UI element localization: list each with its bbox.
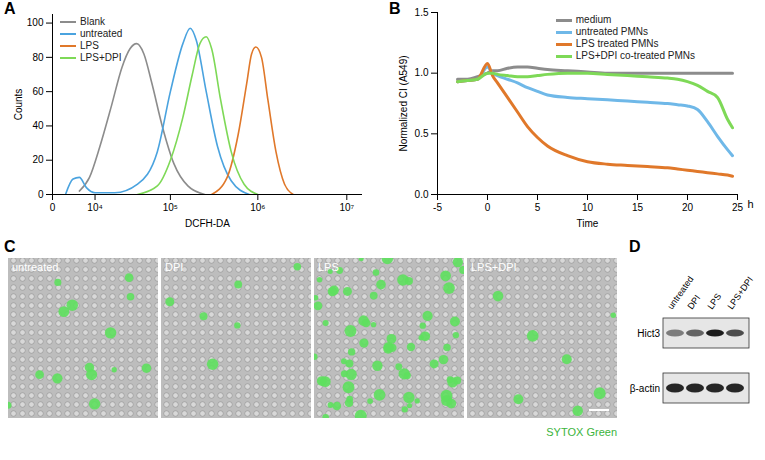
svg-text:0.0: 0.0 (415, 189, 429, 200)
html-text:medium: medium (575, 14, 612, 25)
svg-text:80: 80 (32, 52, 44, 63)
html-text:untreated PMNs: untreated PMNs (575, 26, 648, 37)
svg-text:untreated: untreated (12, 261, 58, 273)
svg-text:LPS+DPI: LPS+DPI (471, 261, 517, 273)
svg-text:10⁷: 10⁷ (339, 202, 354, 213)
html-text:LPS: LPS (80, 40, 99, 51)
svg-text:0: 0 (38, 189, 44, 200)
svg-text:Normalized CI (A549): Normalized CI (A549) (398, 55, 409, 151)
svg-text:Hict3: Hict3 (637, 328, 660, 339)
svg-text:0.5: 0.5 (415, 128, 429, 139)
svg-text:LPS: LPS (705, 291, 723, 311)
svg-text:-5: -5 (433, 202, 442, 213)
svg-text:LPS: LPS (318, 261, 339, 273)
svg-text:10⁵: 10⁵ (163, 202, 178, 213)
html-text:C: C (4, 238, 16, 255)
svg-text:10: 10 (582, 202, 594, 213)
svg-text:DPI: DPI (165, 261, 183, 273)
html-text:untreated: untreated (80, 28, 123, 39)
html-text:Blank: Blank (80, 16, 105, 27)
html-text:B: B (389, 0, 401, 17)
svg-text:20: 20 (682, 202, 694, 213)
html-text:A: A (4, 0, 16, 17)
svg-text:DPI: DPI (685, 293, 702, 311)
svg-text:10⁶: 10⁶ (250, 202, 265, 213)
svg-text:1.0: 1.0 (415, 67, 429, 78)
svg-text:15: 15 (632, 202, 644, 213)
svg-text:1.5: 1.5 (415, 7, 429, 18)
svg-text:40: 40 (32, 120, 44, 131)
svg-text:60: 60 (32, 86, 44, 97)
svg-text:Time: Time (577, 218, 599, 229)
html-text:LPS+DPI co-treated PMNs: LPS+DPI co-treated PMNs (575, 50, 695, 61)
svg-text:5: 5 (535, 202, 541, 213)
svg-text:20: 20 (32, 154, 44, 165)
svg-text:DCFH-DA: DCFH-DA (185, 218, 230, 229)
svg-text:β-actin: β-actin (630, 383, 660, 394)
svg-text:10⁴: 10⁴ (87, 202, 102, 213)
svg-text:Counts: Counts (13, 89, 24, 121)
svg-text:untreated: untreated (665, 274, 696, 312)
svg-text:0: 0 (485, 202, 491, 213)
html-text:LPS treated PMNs: LPS treated PMNs (575, 38, 659, 49)
html-text:LPS+DPI: LPS+DPI (80, 52, 122, 63)
svg-text:25: 25 (732, 202, 744, 213)
svg-text:100: 100 (27, 17, 44, 28)
svg-text:LPS+DPI: LPS+DPI (725, 275, 755, 311)
html-text:D: D (629, 238, 641, 255)
svg-text:0: 0 (50, 202, 56, 213)
svg-text:h: h (747, 198, 753, 210)
svg-text:SYTOX Green: SYTOX Green (546, 426, 617, 438)
